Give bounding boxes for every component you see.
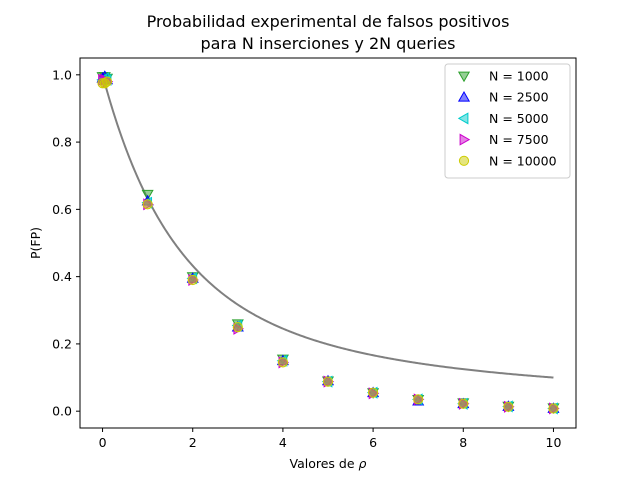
data-point: [322, 376, 334, 387]
data-point: [367, 387, 379, 398]
y-tick-label: 1.0: [52, 67, 72, 82]
legend-marker: [458, 155, 470, 166]
series-5: [97, 76, 559, 414]
data-point: [503, 401, 514, 412]
legend-label: N = 7500: [489, 132, 549, 147]
legend-marker: [459, 133, 471, 146]
legend-label: N = 1000: [489, 69, 549, 84]
data-point: [101, 76, 113, 87]
data-point: [277, 357, 289, 368]
x-axis-label: Valores de ρ: [290, 456, 367, 471]
x-tick-label: 8: [459, 435, 467, 450]
x-tick-label: 6: [369, 435, 377, 450]
axis-ticks: 0 2 4 6 8 10 0.0 0.2 0.4 0.6 0.8 1.0: [52, 67, 561, 450]
theory-curve: [101, 74, 554, 379]
legend-box: [444, 63, 571, 179]
y-axis-label: P(FP): [28, 227, 43, 259]
y-tick-label: 0.0: [52, 404, 72, 419]
chart-title-line1: Probabilidad experimental de falsos posi…: [147, 12, 510, 31]
x-tick-label: 0: [99, 435, 107, 450]
x-tick-label: 2: [189, 435, 197, 450]
plot-area: [96, 70, 560, 415]
data-point: [413, 394, 424, 405]
x-axis-label-symbol: ρ: [359, 456, 367, 471]
data-point: [142, 199, 153, 210]
y-tick-label: 0.4: [52, 269, 72, 284]
x-axis-label-text: Valores de: [290, 456, 355, 471]
y-tick-label: 0.2: [52, 336, 72, 351]
legend: N = 1000 N = 2500 N = 5000 N = 7500 N = 1000…: [444, 63, 571, 179]
legend-label: N = 5000: [489, 111, 549, 126]
legend-label: N = 2500: [489, 90, 549, 105]
data-point: [548, 403, 559, 414]
legend-label: N = 10000: [489, 153, 557, 168]
data-point: [187, 274, 198, 286]
legend-marker: [457, 112, 469, 125]
x-tick-label: 10: [546, 435, 562, 450]
chart-title-line2: para N inserciones y 2N queries: [200, 34, 455, 53]
x-tick-label: 4: [279, 435, 287, 450]
y-tick-label: 0.6: [52, 202, 72, 217]
data-point: [232, 321, 243, 333]
plot-frame: [79, 57, 577, 429]
legend-marker: [457, 90, 471, 102]
data-point: [458, 398, 469, 409]
y-tick-label: 0.8: [52, 135, 72, 150]
legend-marker: [457, 71, 471, 83]
